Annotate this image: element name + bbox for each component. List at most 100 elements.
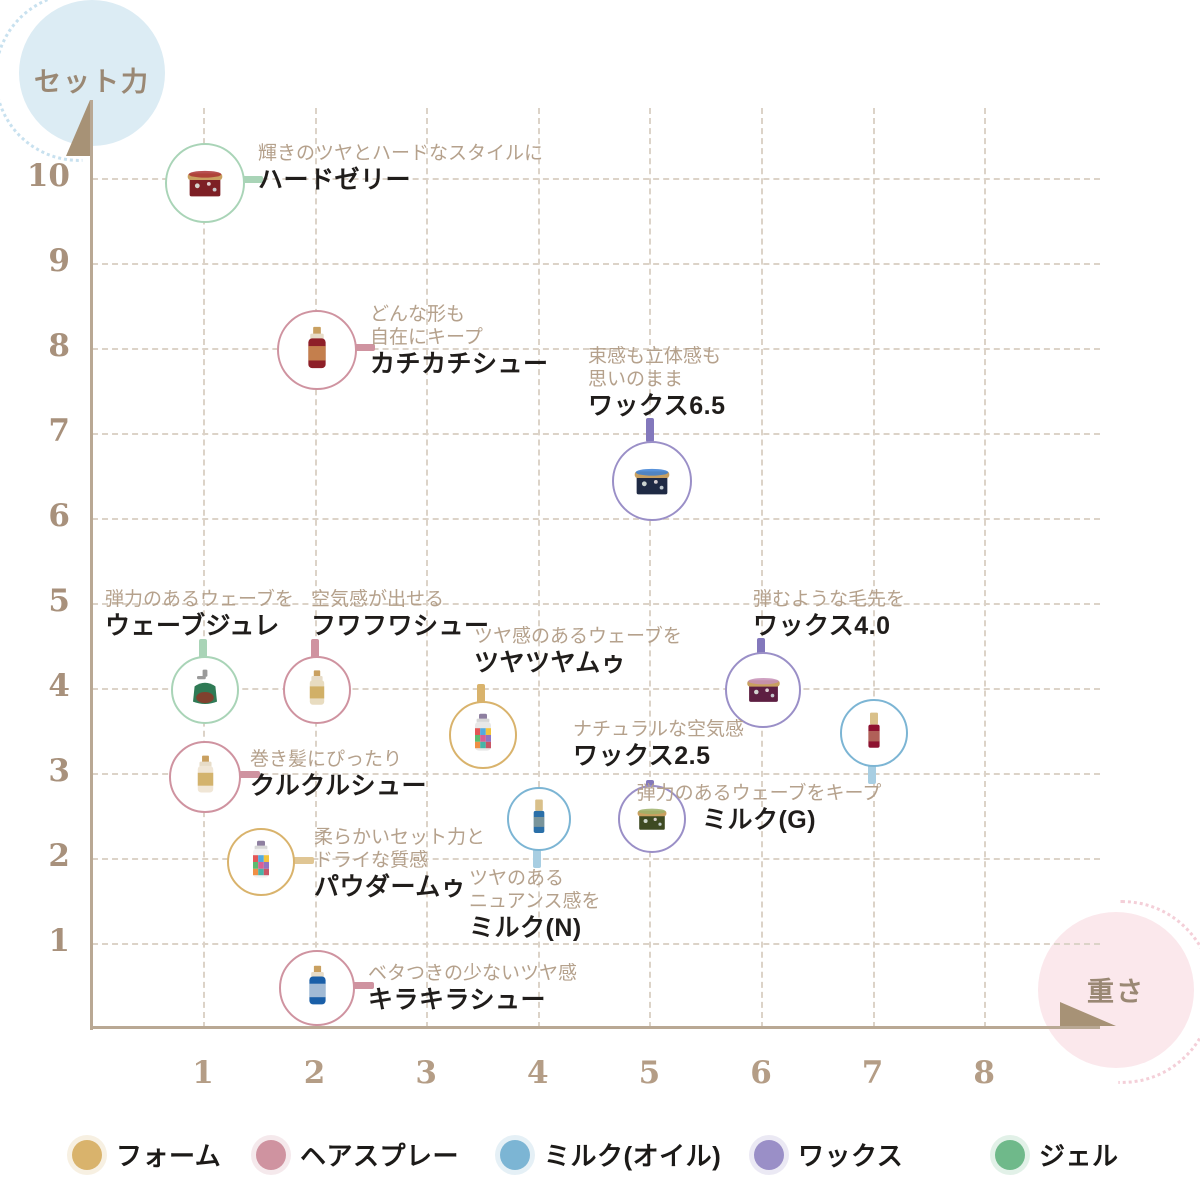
product-image-spray-blue-icon (295, 963, 340, 1013)
leader-line (292, 857, 314, 864)
ann-powder: 柔らかいセット力と ドライな質感 パウダームゥ (314, 826, 485, 903)
annotation-product-name: ミルク(G) (701, 806, 817, 835)
annotation-description: ニュアンス感を (469, 891, 601, 913)
leader-line (311, 639, 319, 659)
product-image-foam-rainbow-icon (463, 713, 503, 758)
grid-line-horizontal (92, 943, 1100, 945)
y-tick-label: 3 (48, 753, 70, 789)
leader-line (533, 846, 541, 868)
grid-line-horizontal (92, 178, 1100, 180)
y-tick-label: 6 (48, 498, 70, 534)
product-image-tube-blue-icon (520, 798, 558, 841)
annotation-product-name: ミルク(N) (469, 914, 582, 943)
ann-hard-zelly: 輝きのツヤとハードなスタイルに ハードゼリー (258, 142, 543, 196)
x-tick-label: 3 (415, 1055, 437, 1091)
product-image-spray-gold-icon (297, 668, 337, 713)
annotation-description: 輝きのツヤとハードなスタイルに (258, 143, 544, 164)
annotation-product-name: ワックス4.0 (753, 612, 891, 641)
annotation-description: 柔らかいセット力と (314, 827, 486, 848)
leader-line (241, 176, 263, 183)
annotation-description: ベタつきの少ないツヤ感 (368, 963, 578, 984)
leader-line (868, 762, 876, 784)
legend-label: フォーム (116, 1141, 222, 1171)
annotation-description: 弾力のあるウェーブをキープ (636, 783, 882, 804)
annotation-product-name: ワックス6.5 (588, 392, 726, 421)
leader-line (352, 982, 374, 989)
ann-kirakira: ベタつきの少ないツヤ感 キラキラシュー (368, 962, 577, 1016)
data-point-kirakira-shoe[interactable] (279, 950, 355, 1026)
leader-line (238, 771, 260, 778)
data-point-tsuyatsuya-moo[interactable] (449, 701, 517, 769)
x-axis-label-bubble (1038, 912, 1194, 1068)
y-axis-arrow-icon (66, 100, 90, 156)
annotation-description: ドライな質感 (314, 850, 429, 872)
leader-line (646, 418, 654, 442)
ann-milk-g: 弾力のあるウェーブをキープ ミルク(G) (637, 782, 882, 836)
y-tick-label: 10 (26, 158, 70, 194)
legend-swatch-icon (995, 1139, 1025, 1170)
y-axis-line (90, 100, 93, 1030)
annotation-product-name: ワックス2.5 (573, 742, 711, 771)
leader-line (353, 344, 375, 351)
legend-swatch-icon (72, 1139, 102, 1170)
annotation-product-name: クルクルシュー (250, 772, 428, 801)
annotation-description: ツヤのある (469, 868, 565, 889)
legend-item-4[interactable]: ジェル (995, 1136, 1119, 1173)
annotation-description: 弾力のあるウェーブを (105, 589, 294, 610)
grid-line-horizontal (92, 348, 1100, 350)
grid-line-horizontal (92, 603, 1100, 605)
legend-item-2[interactable]: ミルク(オイル) (500, 1136, 721, 1173)
data-point-powder-moo[interactable] (227, 828, 295, 896)
legend: フォーム ヘアスプレー ミルク(オイル) ワックス ジェル (0, 1128, 1200, 1188)
grid-line-vertical (872, 108, 875, 1028)
annotation-description: 巻き髪にぴったり (250, 749, 403, 770)
annotation-description: 束感も立体感も (588, 346, 722, 367)
product-image-spray-cream-icon (184, 753, 227, 801)
annotation-description: 自在にキープ (370, 327, 483, 349)
product-image-pump-green-icon (185, 668, 225, 713)
data-point-milk-g[interactable] (840, 699, 908, 767)
grid-line-horizontal (92, 433, 1100, 435)
x-tick-label: 2 (303, 1055, 326, 1091)
annotation-description: ナチュラルな空気感 (573, 719, 745, 740)
product-image-jar-green-icon (632, 797, 672, 842)
leader-line (199, 639, 207, 659)
annotation-product-name: フワフワシュー (311, 612, 490, 641)
data-point-kachikachi-shoe[interactable] (277, 310, 357, 390)
grid-line-horizontal (92, 518, 1100, 520)
data-point-wax-25[interactable] (618, 785, 686, 853)
legend-item-0[interactable]: フォーム (72, 1136, 221, 1173)
data-point-wave-jure[interactable] (171, 656, 239, 724)
data-point-wax-65[interactable] (612, 441, 692, 521)
legend-label: ワックス (798, 1141, 904, 1171)
annotation-description: どんな形も (370, 304, 466, 325)
annotation-description: ツヤ感のあるウェーブを (474, 626, 682, 647)
y-tick-label: 4 (48, 668, 70, 704)
annotation-description: 思いのまま (588, 369, 684, 391)
ann-wax40: 弾むような毛先を ワックス4.0 (753, 588, 905, 642)
data-point-kurukuru-shoe[interactable] (169, 741, 241, 813)
legend-item-1[interactable]: ヘアスプレー (256, 1136, 459, 1173)
grid-line-vertical (203, 108, 205, 1028)
annotation-product-name: ハードゼリー (258, 166, 412, 195)
y-tick-label: 2 (48, 838, 70, 874)
product-image-tube-red-icon (854, 711, 894, 756)
grid-line-horizontal (92, 773, 1100, 775)
grid-line-vertical (426, 108, 429, 1028)
leader-line (757, 638, 765, 656)
ann-wave-jure: 弾力のあるウェーブを ウェーブジュレ (105, 588, 294, 642)
annotation-product-name: ツヤツヤムゥ (474, 649, 627, 678)
y-tick-label: 8 (48, 328, 70, 364)
data-point-hard-zelly[interactable] (165, 143, 245, 223)
grid-line-vertical (649, 108, 652, 1028)
annotation-description: 弾むような毛先を (753, 589, 906, 610)
legend-item-3[interactable]: ワックス (754, 1136, 903, 1173)
data-point-fuwafuwa-shoe[interactable] (283, 656, 351, 724)
x-tick-label: 8 (973, 1055, 995, 1091)
y-axis-label: セット力 (34, 67, 150, 97)
x-axis-arrow-icon (1060, 1002, 1116, 1026)
data-point-milk-n[interactable] (507, 787, 571, 851)
data-point-wax-40[interactable] (725, 652, 801, 728)
legend-label: ヘアスプレー (300, 1141, 460, 1171)
